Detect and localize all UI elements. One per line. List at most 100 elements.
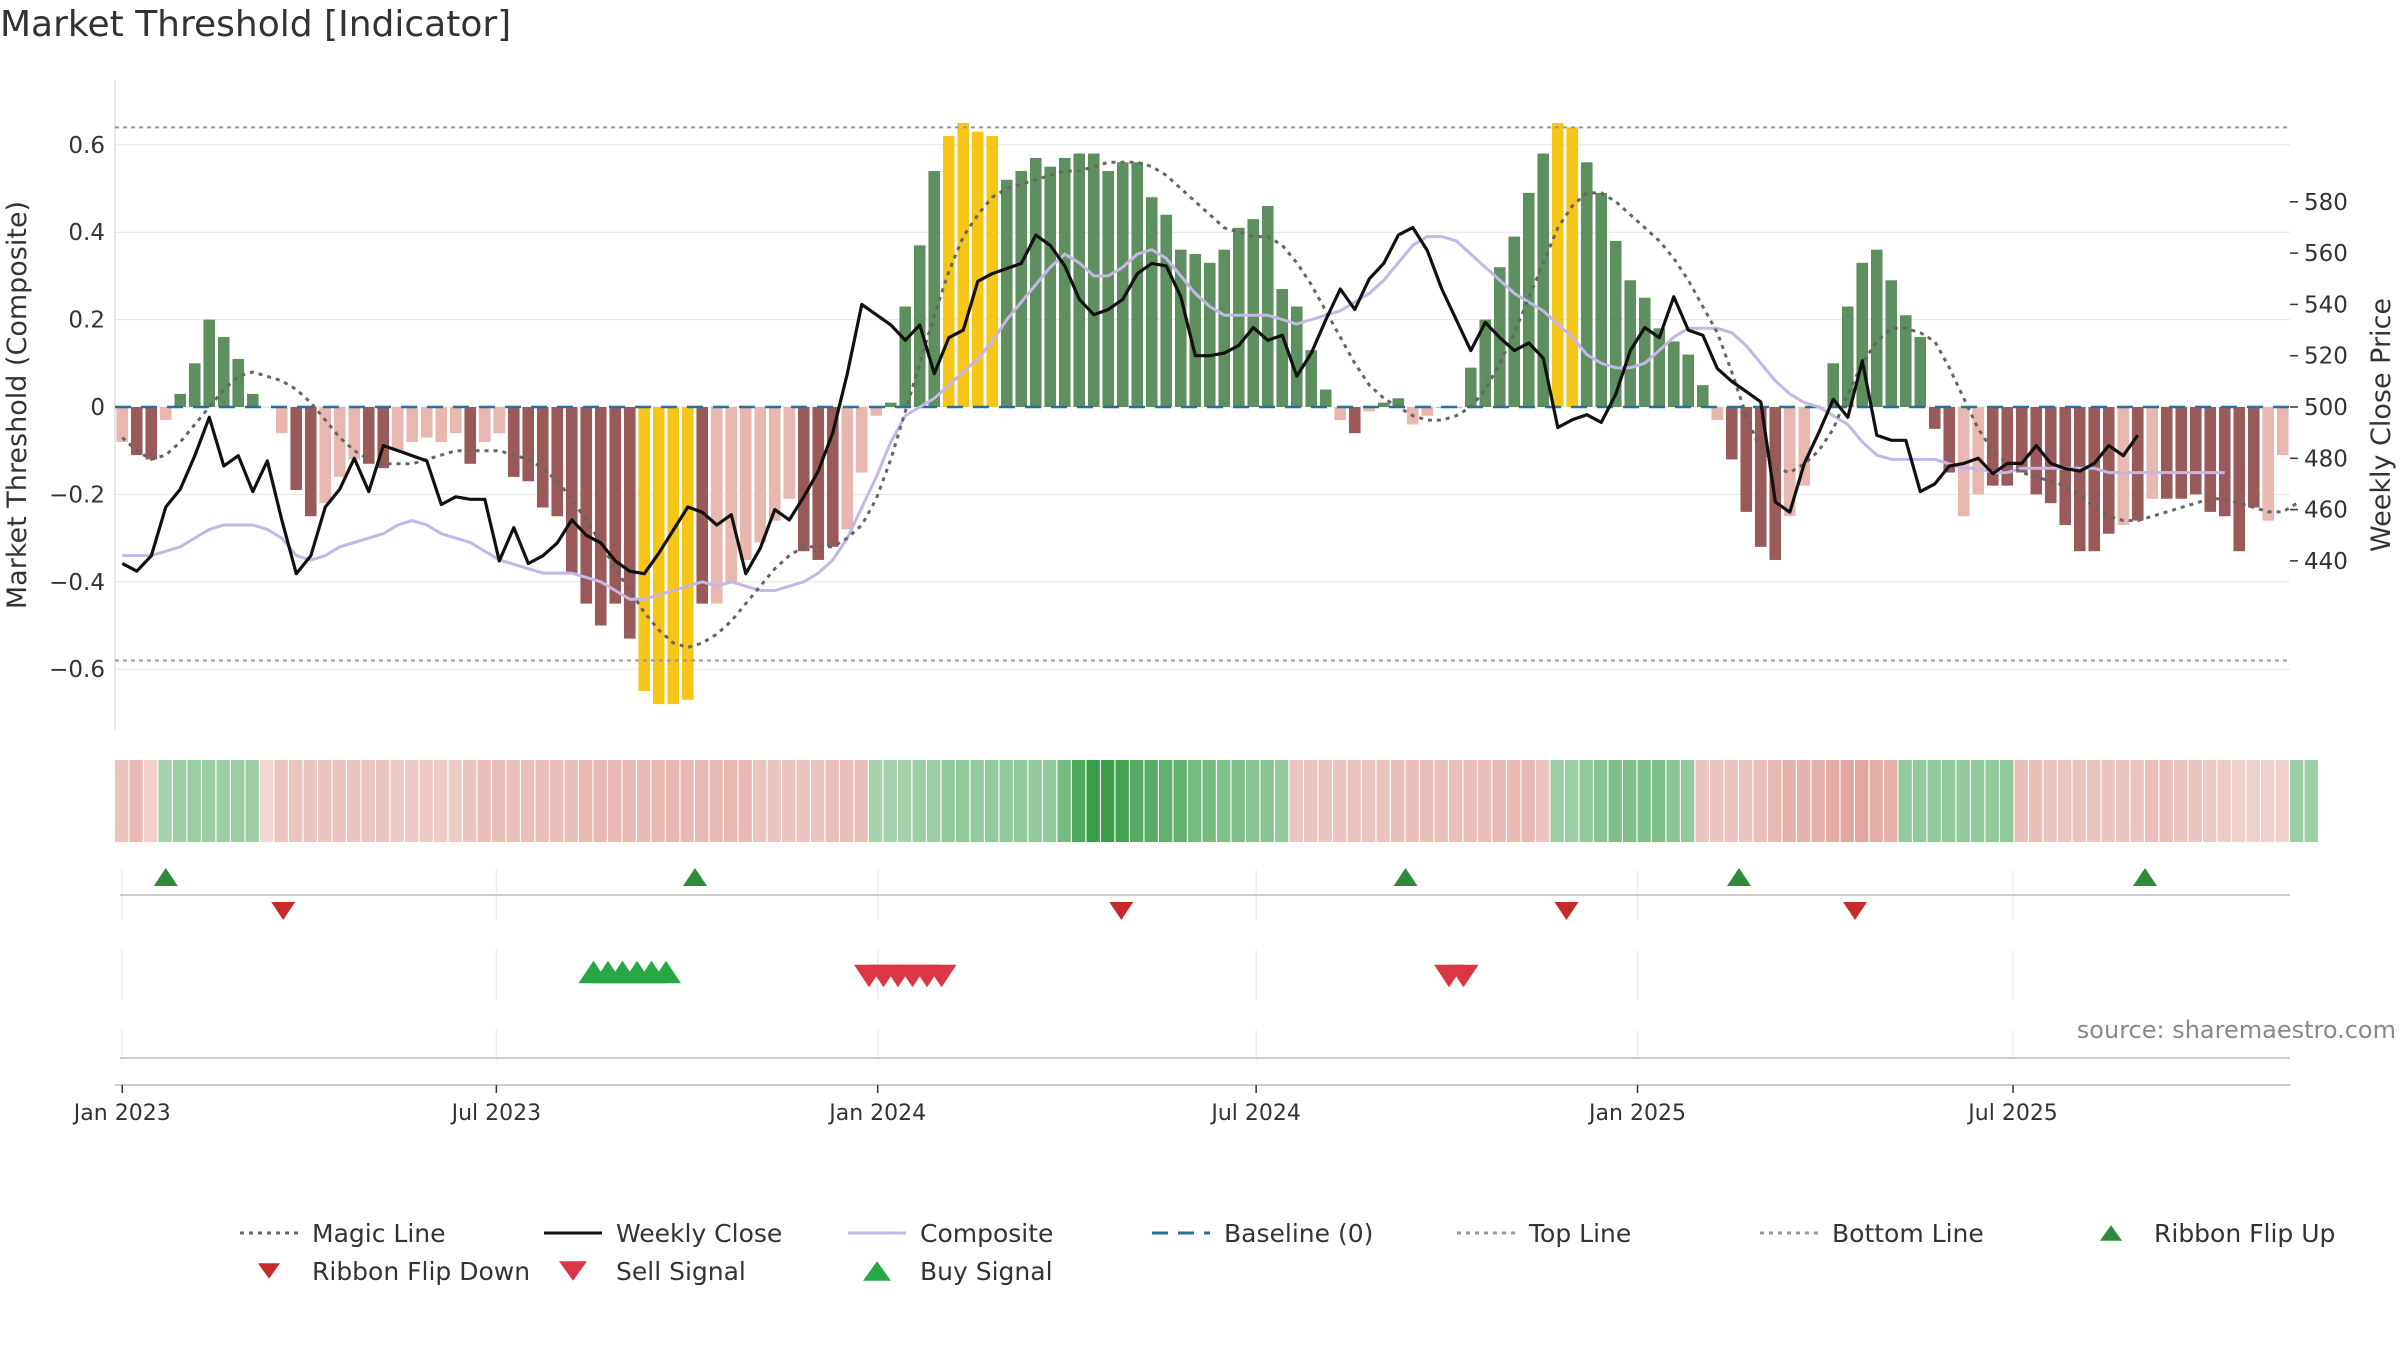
legend-swatch	[863, 1261, 891, 1281]
y2-tick-label: 440	[2304, 549, 2348, 575]
y2-tick-label: 480	[2304, 446, 2348, 472]
composite-bar	[1334, 407, 1347, 421]
ribbon-cell	[1623, 760, 1637, 842]
ribbon-cell	[637, 760, 651, 842]
legend-label: Ribbon Flip Down	[312, 1256, 531, 1286]
composite-bar	[884, 402, 897, 407]
legend-item: Ribbon Flip Up	[2080, 1216, 2335, 1250]
ribbon-cell	[158, 760, 172, 842]
composite-bar	[1943, 407, 1956, 473]
ribbon-cell	[753, 760, 767, 842]
ribbon-cell	[260, 760, 274, 842]
ribbon-cell	[1565, 760, 1579, 842]
ribbon-cell	[2217, 760, 2231, 842]
ribbon-cell	[1057, 760, 1071, 842]
ribbon-cell	[767, 760, 781, 842]
ribbon-cell	[2261, 760, 2275, 842]
composite-bar	[130, 407, 143, 456]
ribbon-cell	[1608, 760, 1622, 842]
composite-bar	[1174, 249, 1187, 407]
ribbon-cell	[1376, 760, 1390, 842]
composite-bar	[623, 407, 636, 639]
composite-bar	[1537, 153, 1550, 407]
composite-bar	[1479, 319, 1492, 407]
composite-bar	[739, 407, 752, 560]
ribbon-cell	[2000, 760, 2014, 842]
composite-bar	[1015, 171, 1028, 407]
ribbon-cell	[376, 760, 390, 842]
ribbon-cell	[1898, 760, 1912, 842]
ribbon-cell	[463, 760, 477, 842]
ribbon-cell	[2058, 760, 2072, 842]
ribbon-cell	[535, 760, 549, 842]
ribbon-cell	[303, 760, 317, 842]
composite-bar	[1769, 407, 1782, 560]
legend-swatch	[258, 1263, 280, 1279]
ribbon-cell	[2072, 760, 2086, 842]
composite-bar	[1464, 367, 1477, 407]
ribbon-cell	[1072, 760, 1086, 842]
x-tick-label: Jul 2024	[1209, 1101, 1301, 1126]
ribbon-cell	[506, 760, 520, 842]
ribbon-cell	[1449, 760, 1463, 842]
ribbon-cell	[1434, 760, 1448, 842]
ribbon-cell	[2174, 760, 2188, 842]
composite-bar	[1798, 407, 1811, 486]
ribbon-cell	[1391, 760, 1405, 842]
ribbon-cell	[956, 760, 970, 842]
ribbon-cell	[419, 760, 433, 842]
composite-bar	[1145, 197, 1158, 407]
composite-bar	[1841, 306, 1854, 407]
composite-bar	[841, 407, 854, 530]
composite-bar	[1363, 407, 1376, 412]
composite-bar	[928, 171, 941, 407]
ribbon-cell	[985, 760, 999, 842]
ribbon-cell	[115, 760, 129, 842]
composite-bar	[1711, 407, 1724, 421]
composite-bar	[1232, 227, 1245, 407]
ribbon-cell	[1782, 760, 1796, 842]
legend-item: Sell Signal	[542, 1254, 746, 1288]
ribbon-cell	[434, 760, 448, 842]
ribbon-cell	[2232, 760, 2246, 842]
ribbon-cell	[1086, 760, 1100, 842]
ribbon-cell	[1101, 760, 1115, 842]
ribbon-cell	[1695, 760, 1709, 842]
ribbon-cell	[1536, 760, 1550, 842]
ribbon-cell	[1159, 760, 1173, 842]
legend-item: Ribbon Flip Down	[238, 1254, 530, 1288]
ribbon-cell	[1478, 760, 1492, 842]
ribbon-cell	[1710, 760, 1724, 842]
y2-tick-label: 460	[2304, 498, 2348, 524]
ribbon-cell	[782, 760, 796, 842]
composite-bar	[1667, 341, 1680, 407]
composite-bar	[1551, 122, 1564, 407]
composite-bar	[2160, 407, 2173, 499]
composite-bar	[812, 407, 825, 560]
ribbon-cell	[1797, 760, 1811, 842]
ribbon-cell	[1869, 760, 1883, 842]
ribbon-cell	[1260, 760, 1274, 842]
composite-bar	[2247, 407, 2260, 508]
legend-swatch	[1760, 1231, 1818, 1235]
composite-bar	[1972, 407, 1985, 495]
composite-bar	[2146, 407, 2159, 499]
composite-bar	[246, 393, 259, 407]
ribbon-cell	[1913, 760, 1927, 842]
composite-bar	[1261, 205, 1274, 407]
ribbon-cell	[2188, 760, 2202, 842]
legend-swatch-marker	[559, 1261, 587, 1281]
ribbon-cell	[1594, 760, 1608, 842]
ribbon-cell	[1173, 760, 1187, 842]
ribbon-cell	[593, 760, 607, 842]
composite-bar	[1000, 179, 1013, 407]
y-tick-label: 0.2	[68, 308, 105, 334]
composite-bar	[1116, 162, 1129, 407]
ribbon-cell	[1724, 760, 1738, 842]
y2-tick-label: 540	[2304, 292, 2348, 318]
composite-bar	[1522, 192, 1535, 407]
legend-label: Baseline (0)	[1224, 1218, 1374, 1248]
composite-bar	[1044, 166, 1057, 407]
composite-bar	[681, 407, 694, 700]
composite-bar	[304, 407, 317, 517]
